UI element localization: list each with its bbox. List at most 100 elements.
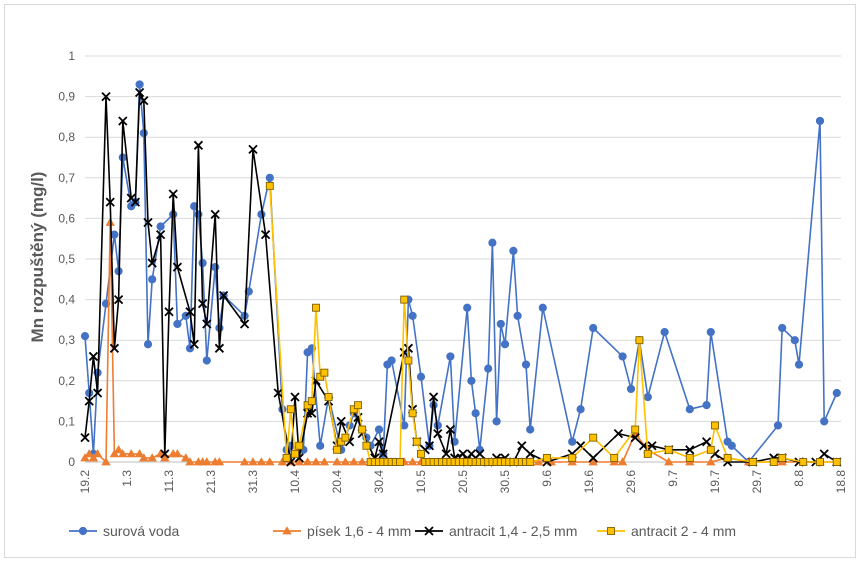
data-point — [164, 307, 174, 317]
data-point — [630, 433, 640, 443]
data-point — [105, 197, 115, 207]
data-point — [273, 388, 283, 398]
y-tick-label: 0,6 — [58, 211, 75, 225]
data-point — [109, 343, 120, 353]
data-point — [428, 392, 439, 402]
y-tick-label: 1 — [68, 49, 75, 63]
x-tick-label: 29.6 — [624, 470, 638, 494]
data-point — [239, 319, 250, 329]
data-point — [139, 96, 149, 106]
data-point — [702, 401, 711, 410]
data-point — [260, 230, 271, 240]
x-tick-label: 19.7 — [708, 470, 722, 494]
data-point — [617, 457, 628, 466]
data-point — [143, 217, 153, 228]
legend-label: antracit 1,4 - 2,5 mm — [449, 523, 577, 539]
data-point — [148, 275, 157, 284]
data-point — [568, 453, 577, 462]
data-point — [282, 453, 291, 462]
data-point — [291, 449, 299, 458]
data-point — [773, 421, 783, 430]
y-axis-label: Mn rozpuštěný (mg/l) — [28, 172, 47, 343]
x-tick-label: 20.4 — [330, 470, 344, 494]
gridlines — [85, 55, 841, 463]
data-point — [799, 458, 808, 466]
data-point — [706, 327, 715, 337]
data-point — [467, 376, 476, 385]
data-point — [404, 356, 413, 365]
data-point — [575, 441, 586, 451]
data-point — [92, 388, 103, 398]
data-point — [143, 340, 153, 349]
data-point — [193, 140, 204, 150]
data-point — [526, 458, 535, 466]
data-point — [139, 129, 148, 138]
x-axis-ticks: 19.2 1.3 11.3 21.3 31.3 10.4 20.4 30.4 10.5 20.5 3… — [78, 470, 848, 494]
data-point — [607, 527, 615, 535]
data-point — [484, 364, 493, 373]
data-point — [337, 437, 346, 446]
data-point — [748, 458, 757, 466]
data-point — [631, 425, 640, 434]
data-point — [433, 428, 443, 439]
data-point — [794, 360, 804, 369]
data-point — [446, 352, 455, 361]
x-tick-label: 30.5 — [498, 470, 512, 494]
series-4 — [265, 181, 841, 466]
x-tick-label: 20.5 — [456, 470, 470, 494]
data-point — [832, 458, 841, 466]
y-tick-label: 0,8 — [58, 130, 75, 144]
data-point — [332, 457, 342, 466]
data-point — [815, 116, 825, 126]
data-point — [349, 405, 358, 414]
data-point — [290, 392, 300, 402]
data-point — [214, 343, 225, 353]
data-point — [711, 421, 719, 430]
data-point — [701, 437, 712, 447]
data-point — [424, 526, 434, 536]
data-point — [568, 437, 577, 446]
data-point — [626, 384, 636, 394]
data-point — [400, 295, 409, 304]
data-point — [341, 433, 350, 442]
data-point — [134, 87, 145, 98]
data-point — [362, 441, 371, 450]
y-axis-ticks: 0 0,1 0,2 0,3 0,4 0,5 0,6 0,7 0,8 0,9 1 — [58, 49, 75, 469]
data-point — [816, 458, 824, 466]
data-point — [526, 425, 535, 434]
data-point — [576, 405, 585, 414]
data-point — [354, 401, 362, 410]
data-point — [324, 393, 333, 401]
x-tick-label: 19.2 — [78, 470, 92, 494]
data-point — [134, 449, 145, 458]
data-point — [214, 457, 225, 466]
data-point — [463, 303, 472, 312]
data-point — [189, 339, 199, 349]
series-line — [84, 221, 837, 463]
data-point — [374, 437, 384, 447]
data-point — [588, 453, 598, 463]
data-point — [496, 319, 505, 329]
data-point — [88, 351, 99, 362]
data-point — [458, 449, 468, 459]
data-point — [396, 458, 404, 466]
data-point — [172, 262, 183, 272]
data-point — [147, 258, 157, 268]
data-point — [172, 449, 183, 458]
data-point — [295, 441, 304, 450]
data-point — [417, 449, 425, 458]
data-point — [538, 303, 547, 312]
data-point — [387, 356, 396, 365]
chart-frame: 0 0,1 0,2 0,3 0,4 0,5 0,6 0,7 0,8 0,9 1 19.2 1.3 11.… — [4, 4, 856, 558]
data-point — [513, 311, 522, 320]
data-point — [302, 457, 313, 466]
data-point — [664, 445, 673, 454]
data-point — [778, 453, 787, 462]
data-point — [778, 323, 787, 333]
x-tick-label: 21.3 — [204, 470, 218, 494]
data-point — [336, 416, 346, 427]
data-point — [588, 457, 598, 466]
data-point — [202, 319, 212, 329]
data-point — [441, 449, 451, 459]
data-point — [160, 449, 170, 459]
